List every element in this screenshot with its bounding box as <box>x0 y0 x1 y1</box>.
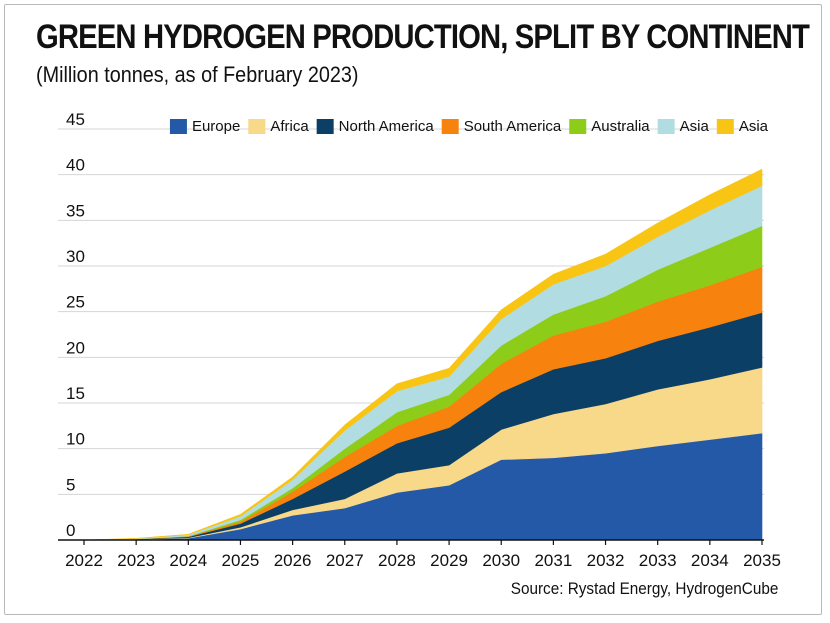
legend-label: Europe <box>192 118 240 135</box>
legend-label: Asia <box>739 118 769 135</box>
legend-swatch <box>441 119 459 134</box>
x-tick-label: 2029 <box>430 551 468 570</box>
y-tick-label: 15 <box>66 384 85 403</box>
x-tick-label: 2022 <box>65 551 103 570</box>
x-tick-label: 2026 <box>274 551 312 570</box>
legend-swatch <box>716 119 734 134</box>
x-tick-label: 2034 <box>691 551 729 570</box>
y-tick-label: 20 <box>66 338 85 357</box>
y-tick-label: 45 <box>66 110 85 129</box>
y-tick-label: 40 <box>66 156 85 175</box>
chart-title: GREEN HYDROGEN PRODUCTION, SPLIT BY CONT… <box>36 18 810 56</box>
y-tick-label: 25 <box>66 293 85 312</box>
x-tick-label: 2024 <box>169 551 207 570</box>
y-tick-label: 10 <box>66 430 85 449</box>
area-series <box>83 168 763 541</box>
x-tick-label: 2028 <box>378 551 416 570</box>
x-tick-label: 2030 <box>482 551 520 570</box>
legend-label: Africa <box>270 118 309 135</box>
x-tick-label: 2027 <box>326 551 364 570</box>
area-series-7 <box>83 168 763 541</box>
legend-label: Australia <box>591 118 650 135</box>
x-tick-label: 2031 <box>534 551 572 570</box>
x-tick-label: 2035 <box>743 551 781 570</box>
legend-swatch <box>169 119 187 134</box>
y-tick-label: 5 <box>66 475 75 494</box>
x-tick-label: 2025 <box>222 551 260 570</box>
x-tick-label: 2032 <box>587 551 625 570</box>
y-tick-labels: 0 5 10 15 20 25 30 35 40 45 <box>66 110 85 540</box>
legend-swatch <box>569 119 587 134</box>
y-tick-label: 0 <box>66 521 75 540</box>
x-tick-label: 2033 <box>639 551 677 570</box>
legend-swatch <box>248 119 266 134</box>
legend-label: North America <box>339 118 435 135</box>
y-tick-label: 35 <box>66 201 85 220</box>
legend-label: South America <box>464 118 562 135</box>
legend-label: Asia <box>680 118 710 135</box>
x-tick-labels: 2022 2023 2024 2025 2026 2027 2028 2029 2030 2031… <box>65 551 781 570</box>
axes <box>58 539 764 545</box>
legend: Asia Asia Australia South America North Amer… <box>169 118 769 135</box>
source-note: Source: Rystad Energy, HydrogenCube <box>510 579 778 598</box>
x-tick-label: 2023 <box>117 551 155 570</box>
y-tick-label: 30 <box>66 247 85 266</box>
chart-subtitle: (Million tonnes, as of February 2023) <box>36 62 359 87</box>
legend-swatch <box>657 119 675 134</box>
legend-swatch <box>316 119 334 134</box>
